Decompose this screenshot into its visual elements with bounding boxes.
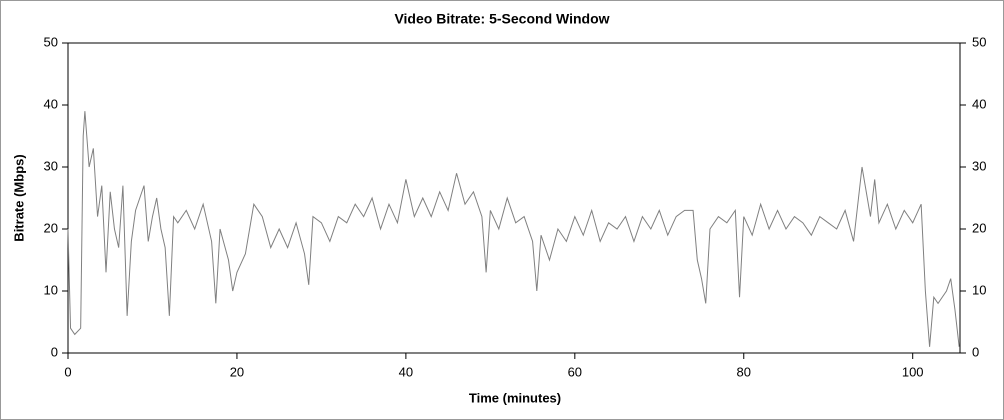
y2-tick-label: 40	[972, 96, 986, 111]
y2-tick-label: 0	[972, 344, 979, 359]
y2-tick-label: 50	[972, 34, 986, 49]
y2-tick-label: 20	[972, 220, 986, 235]
x-tick-label: 0	[64, 364, 71, 379]
y-tick-label: 20	[44, 220, 58, 235]
chart-title: Video Bitrate: 5-Second Window	[394, 11, 609, 27]
plot-frame	[67, 42, 961, 354]
x-axis-label: Time (minutes)	[469, 390, 561, 405]
y2-tick-label: 10	[972, 282, 986, 297]
y-tick-label: 10	[44, 282, 58, 297]
bitrate-line	[67, 111, 960, 347]
y-tick-label: 40	[44, 96, 58, 111]
x-tick-label: 40	[399, 364, 413, 379]
y2-tick-label: 30	[972, 158, 986, 173]
x-tick-label: 20	[230, 364, 244, 379]
y-axis-label: Bitrate (Mbps)	[11, 154, 26, 241]
x-tick-label: 80	[737, 364, 751, 379]
y-tick-label: 0	[51, 344, 58, 359]
x-tick-label: 100	[902, 364, 924, 379]
x-tick-label: 60	[568, 364, 582, 379]
y-tick-label: 30	[44, 158, 58, 173]
y-tick-label: 50	[44, 34, 58, 49]
